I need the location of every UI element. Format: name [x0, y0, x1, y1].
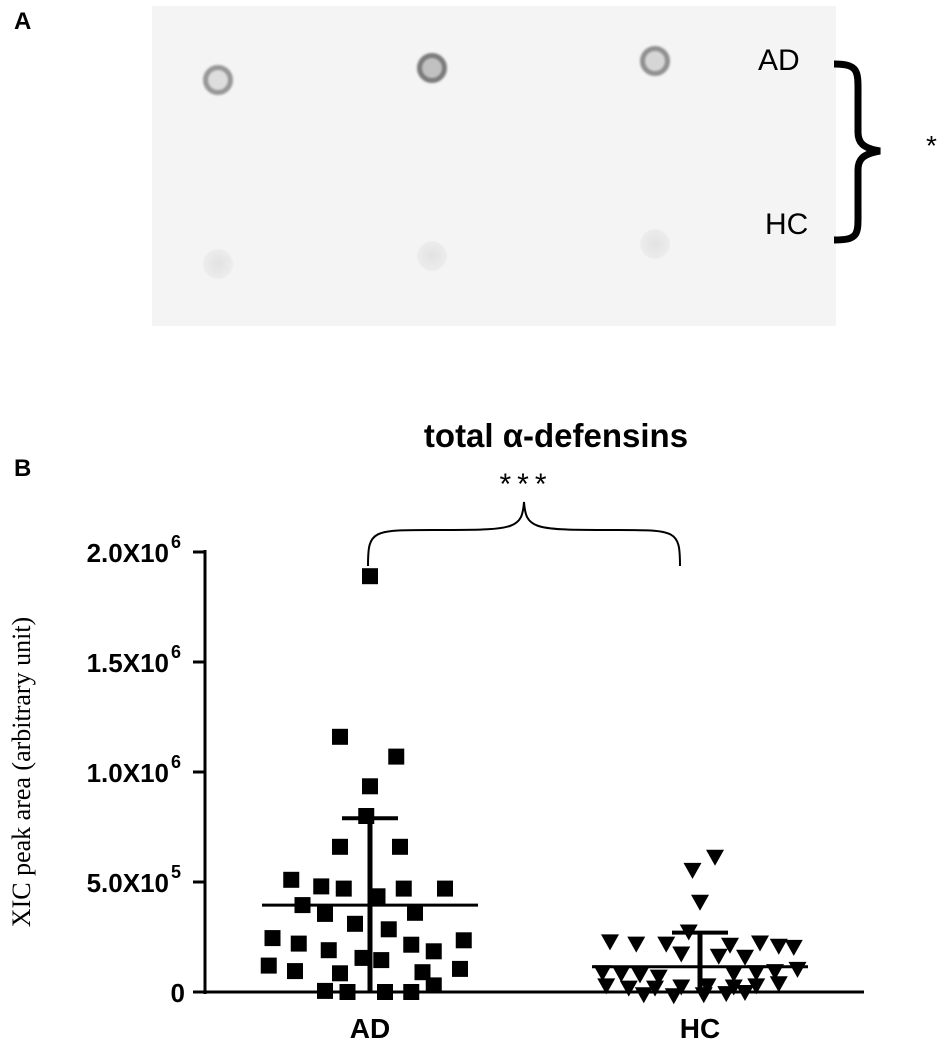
point-hc: [619, 980, 638, 997]
y-tick-exponent: 5: [171, 862, 181, 882]
point-ad: [317, 905, 333, 922]
point-ad: [362, 778, 378, 795]
point-ad: [313, 878, 330, 895]
point-hc: [691, 894, 709, 911]
point-hc: [717, 986, 736, 1003]
point-hc: [698, 978, 717, 995]
point-hc: [664, 988, 683, 1005]
data-points: [260, 568, 807, 1005]
axes: 05.0X10 51.0X10 61.5X10 62.0X10 6AD HC: [87, 532, 864, 1044]
dot-blot-image: [152, 6, 836, 326]
point-hc: [724, 966, 743, 983]
point-ad: [260, 957, 277, 974]
point-hc: [593, 965, 612, 982]
point-ad: [403, 984, 420, 1000]
point-ad: [332, 838, 348, 855]
chart-significance: ***: [499, 468, 552, 501]
blot-spot-hc: [417, 241, 447, 271]
point-ad: [332, 728, 348, 745]
point-hc: [769, 938, 788, 955]
point-hc: [706, 849, 724, 866]
point-hc: [646, 980, 664, 997]
point-ad: [380, 921, 397, 938]
point-hc: [788, 961, 807, 978]
y-tick-label: 1.0X10: [87, 758, 169, 788]
blot-spot-hc: [203, 249, 233, 279]
y-tick-label: 5.0X10: [87, 868, 169, 898]
point-ad: [425, 977, 442, 994]
point-ad: [377, 984, 393, 1000]
panel-b-label: B: [14, 455, 32, 482]
point-hc: [672, 979, 691, 996]
point-ad: [437, 880, 453, 897]
point-ad: [407, 904, 423, 921]
point-ad: [339, 984, 356, 1000]
y-tick-label: 1.5X10: [87, 648, 169, 678]
point-hc: [747, 978, 766, 995]
point-hc: [612, 966, 631, 983]
point-hc: [672, 946, 691, 963]
point-ad: [354, 949, 371, 966]
point-ad: [392, 838, 408, 855]
point-hc: [709, 948, 728, 965]
point-hc: [649, 969, 668, 986]
blot-significance: *: [926, 130, 937, 161]
point-ad: [362, 568, 378, 585]
point-hc: [627, 936, 646, 953]
point-ad: [317, 982, 333, 999]
point-ad: [290, 935, 307, 952]
point-hc: [601, 934, 619, 951]
x-tick-label: HC: [680, 1013, 720, 1044]
significance-bracket: [367, 501, 681, 567]
point-hc: [683, 862, 702, 879]
point-ad: [455, 932, 472, 949]
blot-spot-hc: [640, 229, 670, 259]
y-tick-label: 2.0X10: [87, 538, 169, 568]
point-ad: [373, 952, 390, 969]
point-hc: [694, 987, 713, 1004]
point-hc: [747, 965, 766, 982]
point-ad: [264, 930, 281, 947]
point-ad: [332, 965, 348, 982]
point-ad: [287, 963, 303, 980]
point-ad: [403, 936, 420, 953]
point-hc: [597, 978, 616, 995]
blot-row-label-ad: AD: [758, 44, 800, 77]
point-ad: [388, 748, 405, 765]
chart-title: total α-defensins: [424, 417, 688, 454]
point-ad: [452, 960, 468, 977]
y-tick-exponent: 6: [171, 752, 181, 772]
point-hc: [784, 939, 803, 956]
point-ad: [335, 880, 352, 897]
y-axis-label: XIC peak area (arbitrary unit): [7, 617, 36, 927]
mean-sd-bars: [262, 816, 808, 992]
panel-a-label: A: [14, 8, 32, 35]
blot-bracket: [833, 60, 881, 244]
point-ad: [347, 915, 363, 932]
blot-row-label-hc: HC: [765, 208, 809, 241]
blot-spot-ad: [417, 53, 447, 83]
point-ad: [283, 871, 300, 888]
y-tick-exponent: 6: [171, 642, 181, 662]
point-ad: [395, 880, 412, 897]
point-hc: [736, 985, 754, 1001]
point-hc: [634, 987, 653, 1004]
point-hc: [751, 935, 769, 952]
point-ad: [369, 888, 386, 905]
point-hc: [657, 936, 676, 953]
point-hc: [769, 976, 788, 993]
x-tick-label: AD: [350, 1013, 390, 1044]
point-hc: [736, 949, 754, 966]
y-tick-label: 0: [171, 978, 185, 1008]
point-ad: [425, 943, 442, 960]
blot-spot-ad: [640, 46, 670, 76]
point-hc: [721, 937, 739, 954]
y-tick-exponent: 6: [171, 532, 181, 552]
point-ad: [414, 964, 431, 981]
point-hc: [631, 967, 649, 984]
point-ad: [320, 942, 337, 959]
blot-spot-ad: [203, 65, 233, 95]
